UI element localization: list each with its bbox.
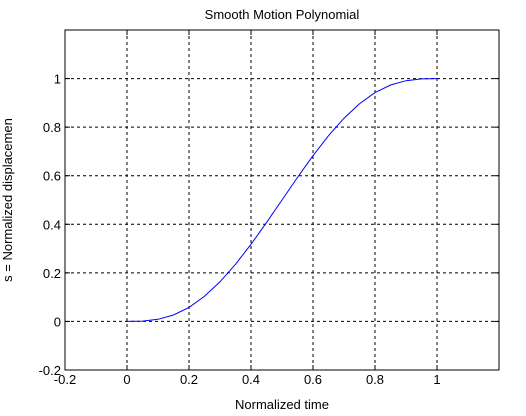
y-tick-label: 0.2 [43, 266, 61, 281]
y-axis-label: s = Normalized displacemen [0, 118, 15, 282]
grid [65, 30, 499, 370]
y-tick-label: 0.8 [43, 120, 61, 135]
series-line [126, 78, 438, 322]
y-tick-label: 0.4 [43, 217, 61, 232]
x-tick-label: 1 [433, 372, 440, 387]
x-tick-label: 0.6 [304, 372, 322, 387]
y-tick-labels: -0.2 0 0.2 0.4 0.6 0.8 1 [39, 72, 61, 378]
x-tick-label: 0.8 [366, 372, 384, 387]
y-tick-label: -0.2 [39, 363, 61, 378]
plot-frame [64, 29, 500, 371]
x-tick-label: -0.2 [54, 372, 76, 387]
x-tick-label: 0.4 [242, 372, 260, 387]
y-tick-label: 0 [54, 314, 61, 329]
x-tick-label: 0.2 [180, 372, 198, 387]
x-tick-labels: -0.2 0 0.2 0.4 0.6 0.8 1 [54, 372, 441, 387]
y-tick-label: 1 [54, 72, 61, 87]
x-axis-label: Normalized time [235, 397, 329, 412]
x-tick-label: 0 [123, 372, 130, 387]
chart-title: Smooth Motion Polynomial [205, 7, 360, 22]
y-tick-label: 0.6 [43, 169, 61, 184]
